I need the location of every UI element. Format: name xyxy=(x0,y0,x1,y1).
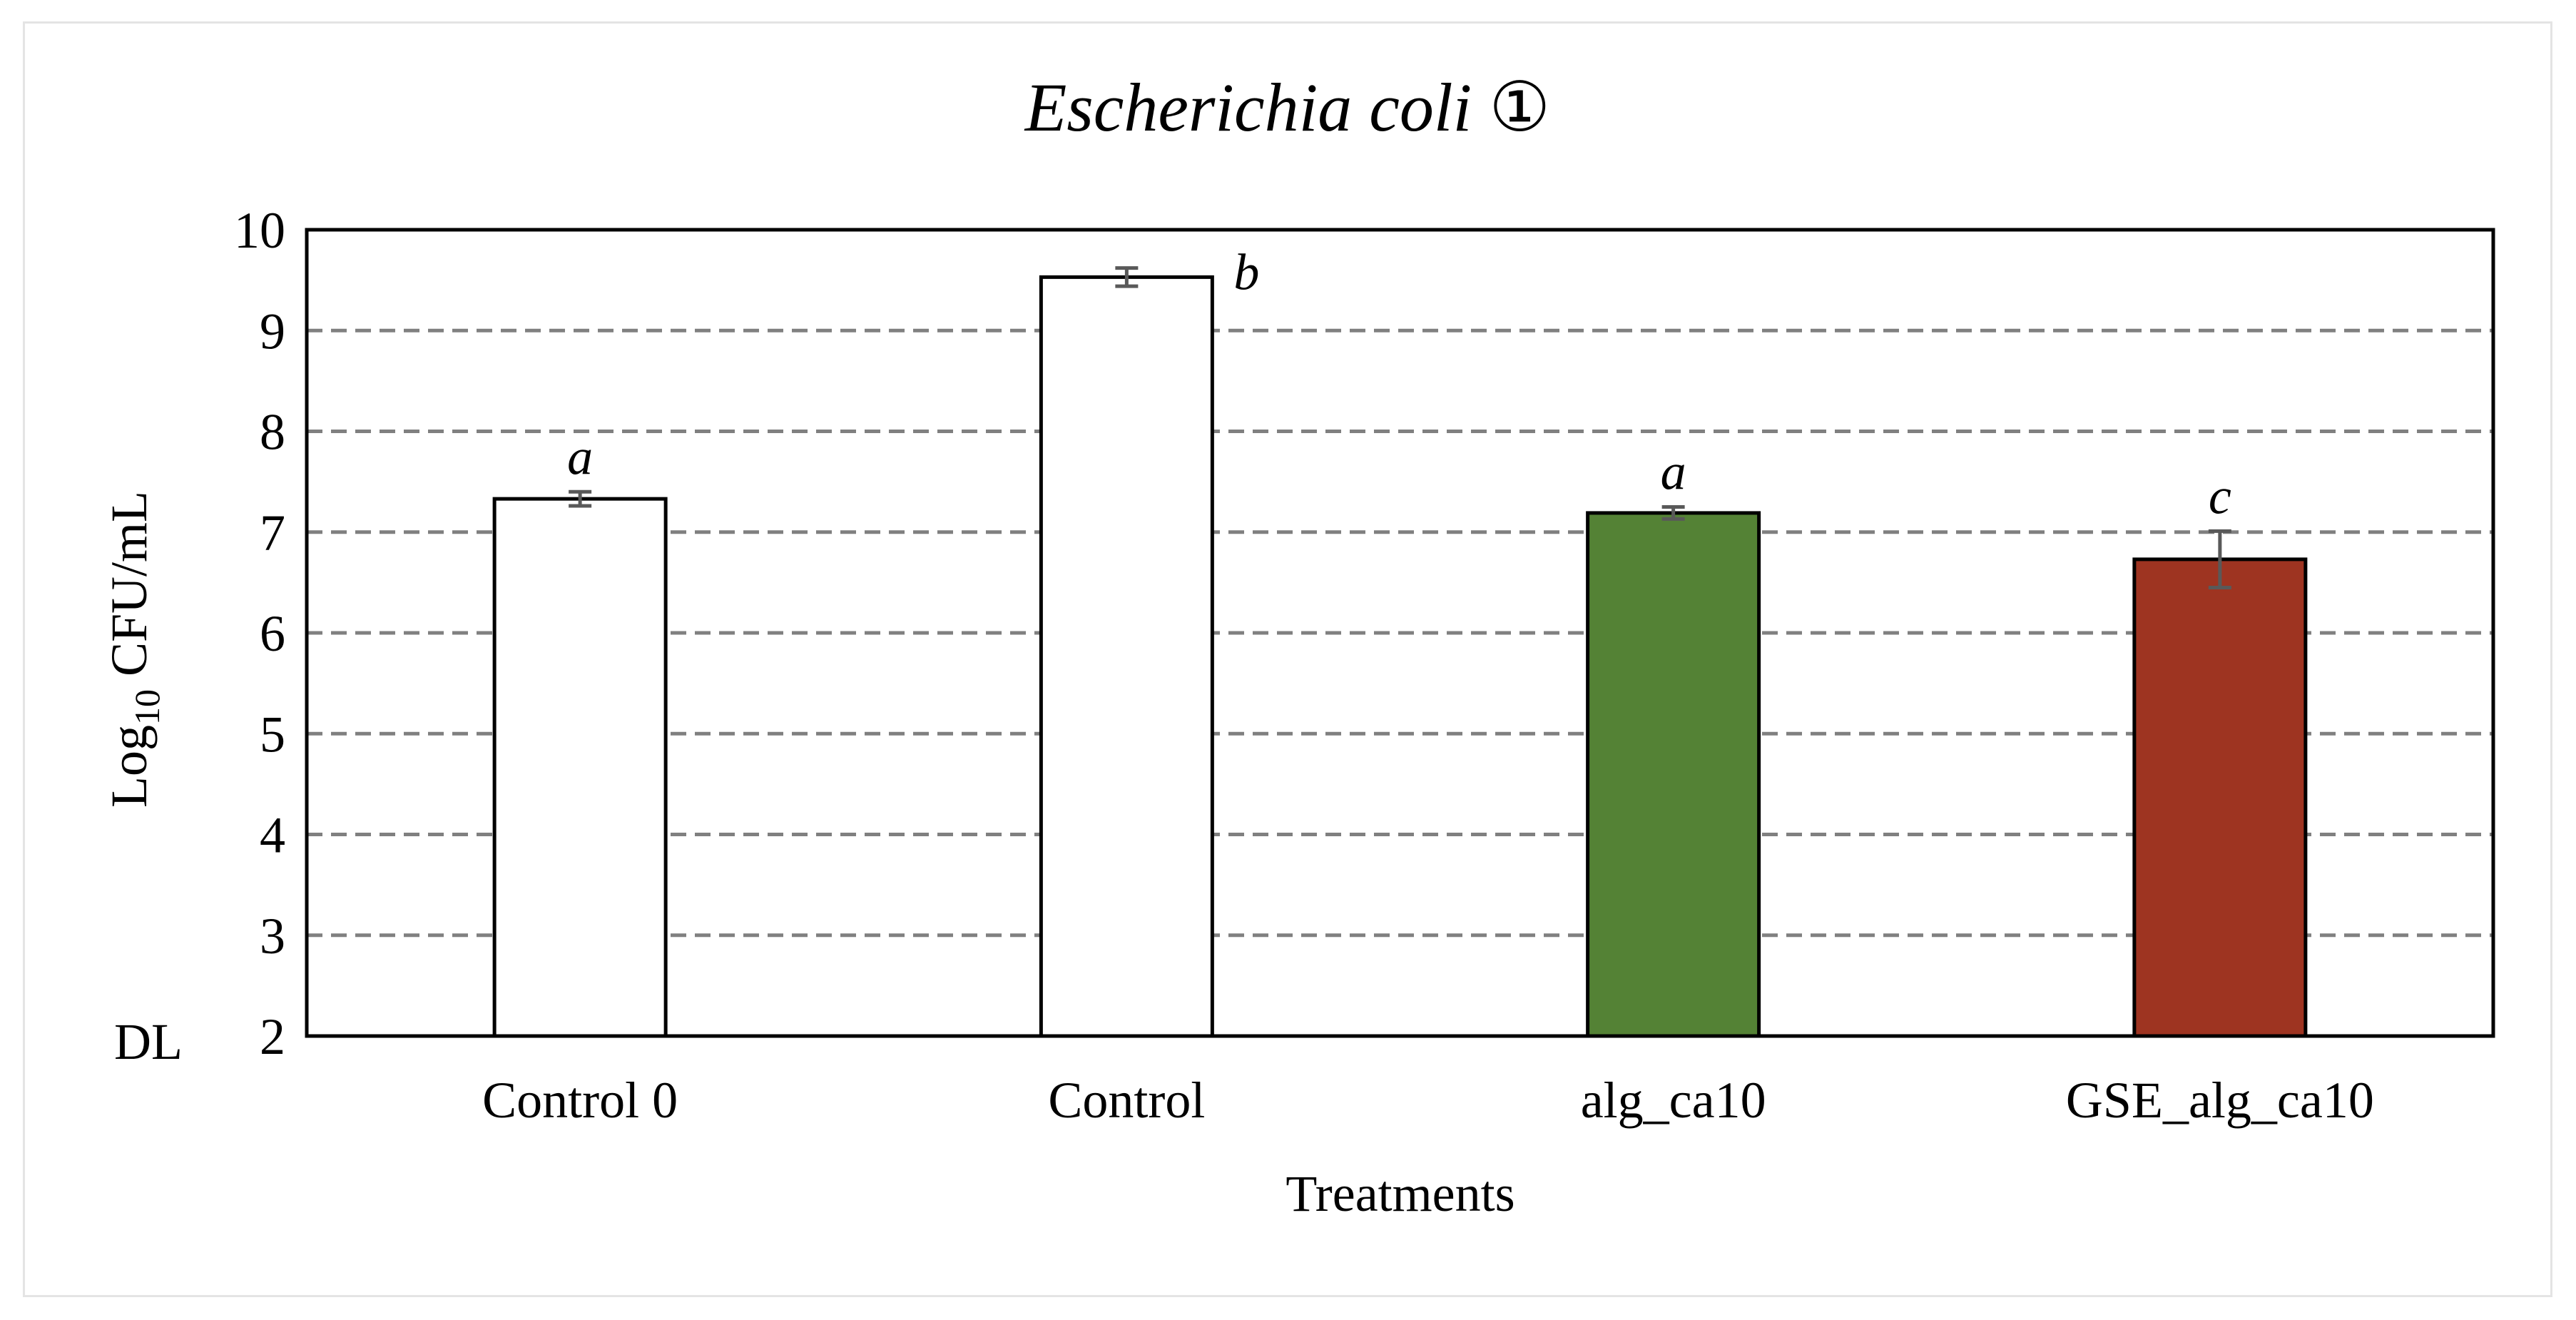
y-tick-labels: 2 3 4 5 6 7 8 9 10 xyxy=(234,202,285,1065)
y-tick-label: 2 xyxy=(260,1008,285,1065)
y-tick-label: 7 xyxy=(260,504,285,562)
chart-title-mark: ① xyxy=(1489,69,1550,146)
significance-letter: b xyxy=(1233,244,1259,301)
error-bars xyxy=(569,266,2231,589)
y-tick-label: 8 xyxy=(260,404,285,461)
y-tick-label: 9 xyxy=(260,303,285,360)
x-tick-label: Control xyxy=(1048,1072,1205,1129)
y-tick-label: 10 xyxy=(234,202,285,259)
bar xyxy=(1586,511,1761,1038)
bar xyxy=(492,497,668,1038)
chart-title: Escherichia coli ① xyxy=(1024,69,1551,146)
bar xyxy=(1039,275,1214,1038)
significance-letter: c xyxy=(2209,467,2231,524)
bars xyxy=(492,275,2308,1038)
x-tick-label: Control 0 xyxy=(482,1072,678,1129)
y-tick-label: 3 xyxy=(260,908,285,965)
plot-area-border xyxy=(305,228,2495,1038)
x-tick-label: GSE_alg_ca10 xyxy=(2066,1072,2374,1129)
y-tick-label: 4 xyxy=(260,807,285,864)
y-tick-label: 5 xyxy=(260,706,285,763)
y-tick-label: 6 xyxy=(260,605,285,662)
significance-letter: a xyxy=(1661,443,1686,500)
y-axis-label-subscript: 10 xyxy=(127,689,167,725)
detection-limit-label: DL xyxy=(114,1013,183,1070)
bar xyxy=(2132,557,2308,1038)
y-axis-label-rest: CFU/mL xyxy=(101,491,158,689)
x-axis-label: Treatments xyxy=(1286,1165,1514,1222)
significance-letters: a b a c xyxy=(567,244,2231,525)
y-axis-label-base: Log xyxy=(101,725,158,808)
chart-title-text: Escherichia coli xyxy=(1024,69,1472,146)
x-tick-label: alg_ca10 xyxy=(1581,1072,1766,1129)
y-axis-label: Log10 CFU/mL xyxy=(101,491,167,808)
x-tick-labels: Control 0 Control alg_ca10 GSE_alg_ca10 xyxy=(482,1072,2374,1129)
chart-frame xyxy=(23,21,2552,1297)
significance-letter: a xyxy=(567,428,593,485)
gridlines xyxy=(307,328,2493,938)
